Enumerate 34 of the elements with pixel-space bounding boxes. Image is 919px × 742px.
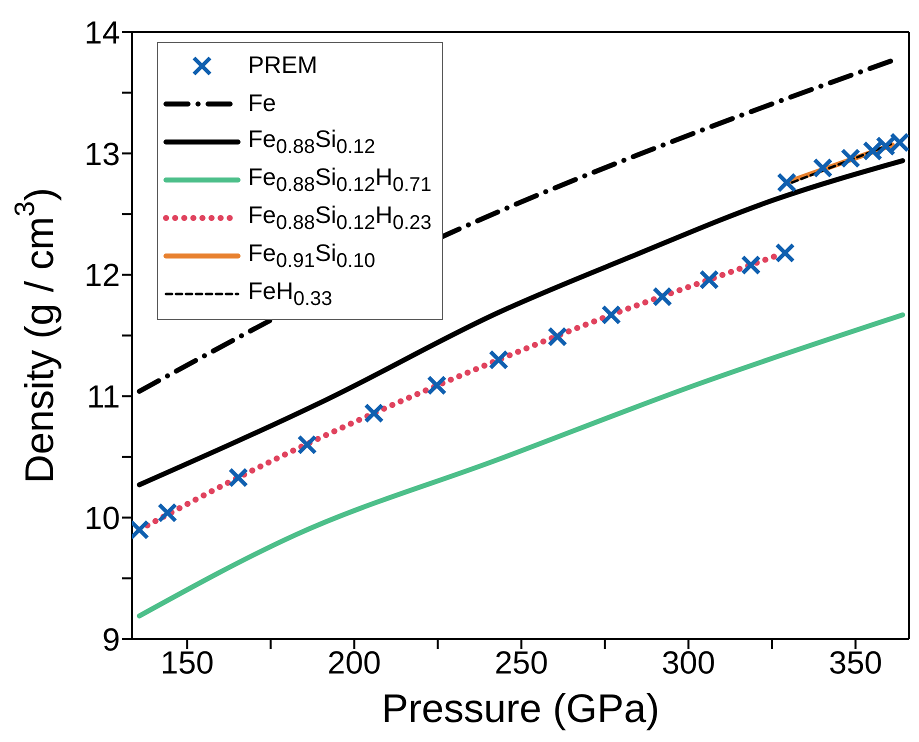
legend-label: Fe$_{0.88}$Si$_{0.12}$H$_{0.71}$ (248, 164, 432, 196)
x-tick-label: 150 (160, 644, 214, 681)
point (547, 326, 568, 347)
legend-label: FeH$_{0.33}$ (248, 278, 332, 310)
legend-label: Fe$_{0.88}$Si$_{0.12}$ (248, 126, 376, 158)
point (488, 350, 509, 370)
legend-label: Fe$_{0.91}$Si$_{0.10}$ (248, 240, 376, 272)
y-tick-label: 14 (84, 14, 120, 50)
y-tick-label: 12 (84, 257, 120, 294)
point (652, 286, 672, 307)
point (228, 468, 248, 488)
point (297, 434, 318, 455)
point (740, 255, 761, 276)
legend-label: PREM (248, 52, 318, 80)
point (812, 158, 833, 178)
y-tick-label: 9 (102, 621, 120, 658)
point (601, 304, 622, 325)
y-tick-label: 13 (84, 136, 120, 172)
x-tick-label: 350 (828, 644, 882, 681)
point (775, 242, 796, 263)
legend-label: Fe$_{0.88}$Si$_{0.12}$H$_{0.23}$ (248, 202, 432, 234)
point (157, 502, 178, 523)
point (840, 148, 861, 168)
x-tick-label: 200 (328, 644, 381, 681)
point (776, 172, 797, 193)
point (699, 270, 720, 290)
y-tick-label: 10 (84, 500, 120, 536)
legend-label: Fe (248, 90, 276, 118)
y-tick-label: 11 (86, 378, 120, 415)
x-tick-label: 250 (494, 644, 548, 681)
point (364, 403, 384, 424)
point (426, 375, 447, 396)
x-tick-label: 300 (662, 644, 716, 681)
x-axis-title: Pressure (GPa) (382, 687, 660, 731)
